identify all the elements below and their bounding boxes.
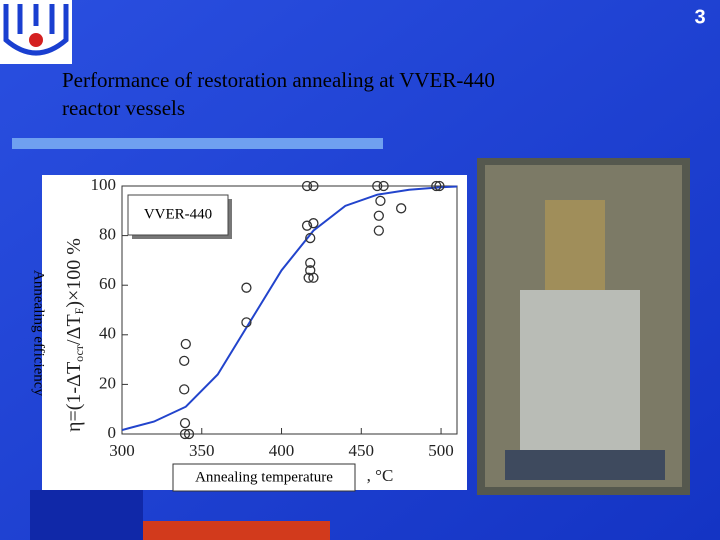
slide-title: reactor vessels xyxy=(62,96,185,120)
data-point xyxy=(434,180,445,192)
formula-part: /ΔT xyxy=(63,314,85,345)
legend-label: VVER-440 xyxy=(144,206,212,222)
data-point xyxy=(373,210,384,221)
data-point xyxy=(308,272,319,283)
y-axis-label: Annealing efficiency xyxy=(31,270,47,396)
decor-bar xyxy=(143,521,330,540)
data-point xyxy=(305,257,316,269)
data-point xyxy=(241,282,252,293)
data-point xyxy=(372,180,383,192)
x-tick-label: 400 xyxy=(269,441,295,460)
slide-number: 3 xyxy=(694,6,705,28)
data-point xyxy=(378,180,389,192)
data-point xyxy=(305,232,316,244)
decor-block xyxy=(30,490,143,540)
data-point xyxy=(180,338,191,350)
title-underline xyxy=(12,138,383,149)
formula-part: F xyxy=(72,307,86,314)
x-tick-label: 300 xyxy=(109,441,135,460)
x-tick-label: 350 xyxy=(189,441,215,460)
x-axis-unit: , °C xyxy=(367,466,394,485)
data-point xyxy=(431,180,442,192)
formula-part: ост xyxy=(72,344,86,362)
legend-box xyxy=(127,194,229,236)
y-tick-label: 100 xyxy=(91,175,117,194)
formula-part: η=(1-ΔT xyxy=(63,362,85,432)
y-axis-formula: η=(1-ΔTост/ΔTF)×100 % xyxy=(63,238,86,432)
data-point xyxy=(241,317,252,328)
formula-part: )×100 % xyxy=(63,238,85,308)
slide-title: Performance of restoration annealing at … xyxy=(62,68,495,92)
y-tick-label: 20 xyxy=(99,373,116,392)
data-point xyxy=(301,220,313,231)
data-point xyxy=(179,355,190,366)
plot-frame xyxy=(121,185,458,435)
y-tick-label: 80 xyxy=(99,225,116,244)
chart-panel xyxy=(42,175,467,490)
data-point xyxy=(308,218,319,229)
data-point xyxy=(179,417,191,429)
data-point xyxy=(301,180,313,192)
logo xyxy=(0,0,72,64)
legend: VVER-440 xyxy=(127,194,232,239)
data-point xyxy=(183,428,195,440)
y-tick-label: 60 xyxy=(99,274,116,293)
x-label-box xyxy=(172,463,356,492)
data-point xyxy=(303,272,314,283)
fit-curve xyxy=(121,185,458,431)
data-point xyxy=(308,180,319,192)
x-tick-label: 500 xyxy=(428,441,454,460)
data-point xyxy=(396,203,407,214)
y-tick-label: 40 xyxy=(99,324,116,343)
data-point xyxy=(179,384,190,395)
x-axis-label: Annealing temperature xyxy=(195,469,333,485)
data-point xyxy=(179,428,191,440)
y-tick-label: 0 xyxy=(108,423,117,442)
data-point xyxy=(373,225,384,236)
plot: 0 20 40 60 80 100 300 350 400 450 500 xyxy=(91,175,458,460)
x-tick-label: 450 xyxy=(349,441,375,460)
photo xyxy=(477,158,690,495)
data-point xyxy=(375,195,386,207)
